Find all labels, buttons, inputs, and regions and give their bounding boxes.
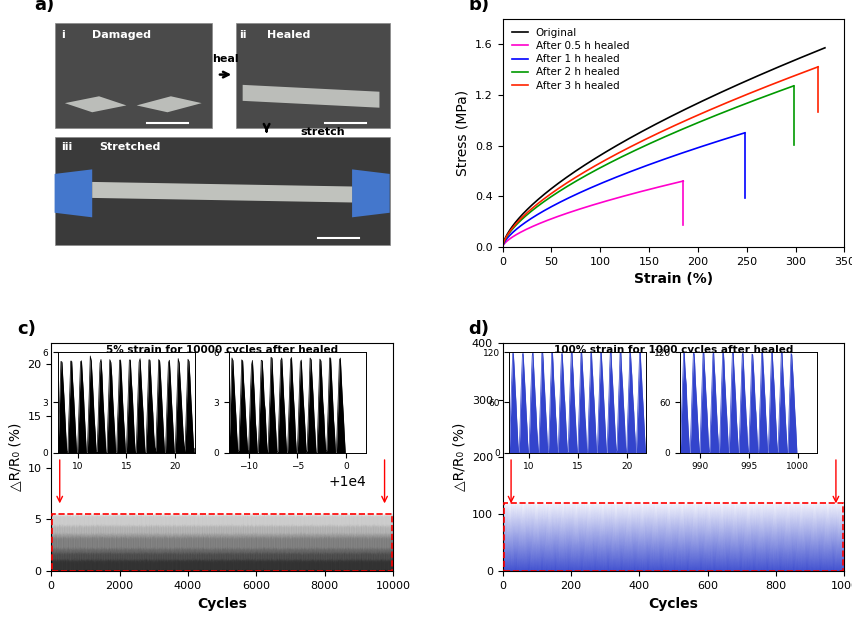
After 3 h healed [724,97,734,105]
After 3 h healed [695,110,705,117]
After 0.5 h healed [519,227,529,234]
After 2 h healed [532,202,542,210]
Polygon shape [136,96,201,112]
After 0.5 h healed [568,207,579,215]
Polygon shape [352,170,389,217]
After 1 h healed [739,129,749,137]
Legend: Original, After 0.5 h healed, After 1 h healed, After 2 h healed, After 3 h heal: Original, After 0.5 h healed, After 1 h … [507,24,633,94]
After 3 h healed [600,156,610,164]
Original [699,96,710,103]
Original [731,81,741,89]
X-axis label: Cycles: Cycles [197,597,247,610]
Text: i: i [61,30,65,40]
After 0.5 h healed [497,243,507,251]
Original [497,243,507,251]
Line: After 0.5 h healed: After 0.5 h healed [502,181,682,247]
Original [729,82,740,89]
Text: d): d) [468,320,489,338]
After 2 h healed [708,112,718,120]
Bar [52,514,392,571]
After 2 h healed [706,113,717,120]
Bar [55,137,389,245]
Text: heal: heal [212,54,239,65]
After 1 h healed [593,181,603,188]
After 1 h healed [673,150,683,158]
Text: iii: iii [61,142,72,152]
After 2 h healed [680,124,690,132]
Y-axis label: △R/R₀ (%): △R/R₀ (%) [452,423,465,491]
Polygon shape [92,182,352,202]
After 2 h healed [612,155,622,163]
After 3 h healed [535,198,545,206]
After 1 h healed [671,151,682,158]
After 0.5 h healed [677,178,688,185]
Bar [55,23,211,129]
After 0.5 h healed [610,194,620,202]
After 1 h healed [497,243,507,251]
Text: a): a) [34,0,55,14]
Original [625,134,635,142]
After 2 h healed [591,166,602,173]
Original [602,147,612,155]
After 1 h healed [649,159,659,166]
Line: After 3 h healed: After 3 h healed [502,67,817,247]
Y-axis label: Stress (MPa): Stress (MPa) [455,90,469,176]
Y-axis label: △R/R₀ (%): △R/R₀ (%) [8,423,22,491]
Line: After 2 h healed: After 2 h healed [502,86,792,247]
After 0.5 h healed [627,190,637,197]
After 2 h healed [497,243,507,251]
Polygon shape [55,170,92,217]
After 2 h healed [787,82,797,89]
Line: Original: Original [502,48,824,247]
Text: Stretched: Stretched [99,142,160,152]
After 3 h healed [726,97,736,104]
Text: Damaged: Damaged [92,30,151,40]
After 0.5 h healed [628,189,638,197]
After 3 h healed [812,63,822,71]
Text: b): b) [468,0,489,14]
Text: 100% strain for 1000 cycles after healed: 100% strain for 1000 cycles after healed [553,345,792,355]
Line: After 1 h healed: After 1 h healed [502,133,744,247]
Text: ii: ii [239,30,246,40]
After 3 h healed [622,145,632,152]
Original [819,44,829,52]
Bar [504,503,842,571]
Text: c): c) [17,320,36,338]
Bar [235,23,389,129]
Text: Healed: Healed [267,30,309,40]
X-axis label: Strain (%): Strain (%) [633,272,712,286]
Polygon shape [242,85,379,107]
After 1 h healed [576,188,586,196]
Polygon shape [65,96,126,112]
Text: 5% strain for 10000 cycles after healed: 5% strain for 10000 cycles after healed [106,345,337,355]
After 1 h healed [526,214,536,222]
X-axis label: Cycles: Cycles [648,597,698,610]
After 3 h healed [497,243,507,251]
After 0.5 h healed [556,212,566,219]
Original [536,193,546,201]
Text: stretch: stretch [301,127,345,137]
